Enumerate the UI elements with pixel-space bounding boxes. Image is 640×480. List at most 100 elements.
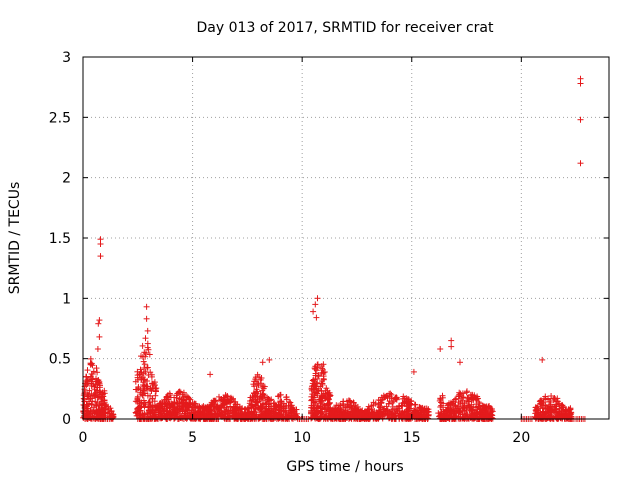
data-point — [186, 412, 193, 419]
data-point — [138, 375, 145, 382]
data-point — [255, 415, 262, 422]
data-point — [147, 392, 154, 399]
data-point — [141, 403, 148, 410]
data-point — [288, 413, 295, 420]
data-point — [286, 405, 293, 411]
data-point — [356, 412, 363, 419]
data-point — [448, 343, 455, 350]
data-point — [437, 346, 444, 352]
data-point — [177, 414, 184, 421]
data-point — [351, 405, 357, 412]
data-point — [101, 397, 108, 404]
data-point — [94, 346, 101, 352]
data-point — [551, 395, 558, 402]
data-point — [258, 395, 265, 402]
data-point — [144, 378, 151, 384]
data-point — [134, 386, 140, 393]
data-point — [326, 399, 333, 406]
chart-title: Day 013 of 2017, SRMTID for receiver cra… — [197, 20, 494, 36]
data-point — [188, 406, 195, 413]
data-point — [453, 395, 460, 402]
data-point — [144, 364, 151, 371]
grid-lines — [83, 57, 609, 419]
data-point — [266, 356, 273, 363]
data-point — [150, 380, 157, 387]
y-tick-label: 2.5 — [49, 110, 71, 126]
data-point — [105, 403, 112, 410]
data-point — [323, 385, 330, 392]
data-point — [560, 407, 566, 414]
data-point — [232, 409, 239, 416]
data-point — [248, 402, 255, 409]
data-point — [213, 403, 220, 410]
x-tick-label: 0 — [79, 430, 88, 446]
data-point — [178, 396, 185, 403]
data-point — [260, 383, 267, 390]
y-axis-label: SRMTID / TECUs — [7, 182, 23, 295]
data-point — [258, 408, 265, 415]
data-point — [278, 403, 285, 410]
data-point — [259, 384, 266, 391]
data-point — [448, 337, 455, 344]
data-point — [544, 406, 551, 412]
data-point — [141, 361, 148, 368]
data-point — [330, 407, 337, 414]
data-point — [314, 407, 321, 414]
data-point — [320, 361, 327, 368]
data-point — [83, 378, 90, 384]
data-point — [283, 415, 290, 422]
data-point — [414, 411, 421, 418]
data-point — [311, 413, 318, 420]
data-point — [447, 410, 454, 416]
data-point — [266, 409, 272, 416]
data-point — [483, 410, 490, 417]
data-point — [487, 405, 494, 411]
data-point — [223, 404, 230, 411]
data-point — [567, 405, 574, 412]
data-point — [160, 410, 167, 416]
data-point — [149, 402, 156, 409]
data-point — [97, 241, 104, 247]
data-point — [139, 353, 146, 360]
data-point — [94, 399, 101, 406]
data-point — [577, 80, 584, 87]
data-point — [183, 396, 190, 403]
data-point — [283, 394, 290, 400]
data-point — [259, 359, 266, 366]
x-tick-label: 20 — [512, 430, 530, 446]
data-point — [340, 408, 347, 415]
data-points — [80, 75, 588, 422]
data-point — [375, 410, 382, 417]
data-point — [424, 408, 431, 415]
data-point — [311, 378, 317, 385]
data-point — [90, 392, 97, 399]
data-point — [136, 399, 143, 405]
data-point — [174, 390, 181, 397]
data-point — [80, 395, 87, 402]
data-point — [208, 403, 215, 410]
data-point — [287, 399, 294, 406]
data-point — [150, 408, 157, 415]
data-point — [488, 406, 495, 412]
data-point — [455, 408, 462, 415]
data-point — [265, 396, 272, 402]
data-point — [439, 392, 446, 399]
data-point — [380, 392, 387, 399]
data-point — [218, 403, 225, 410]
data-point — [437, 396, 444, 403]
y-ticks: 0 0.5 1 1.5 2 2.5 3 — [49, 50, 609, 428]
data-point — [108, 408, 115, 415]
data-point — [88, 383, 95, 389]
y-tick-label: 3 — [62, 50, 71, 66]
data-point — [489, 412, 496, 419]
data-point — [393, 394, 400, 401]
data-point — [183, 402, 190, 409]
data-point — [410, 368, 417, 375]
data-point — [474, 406, 481, 413]
y-tick-label: 1.5 — [49, 231, 71, 247]
data-point — [314, 376, 321, 382]
data-point — [276, 414, 283, 421]
data-point — [321, 406, 328, 413]
data-point — [473, 396, 480, 403]
